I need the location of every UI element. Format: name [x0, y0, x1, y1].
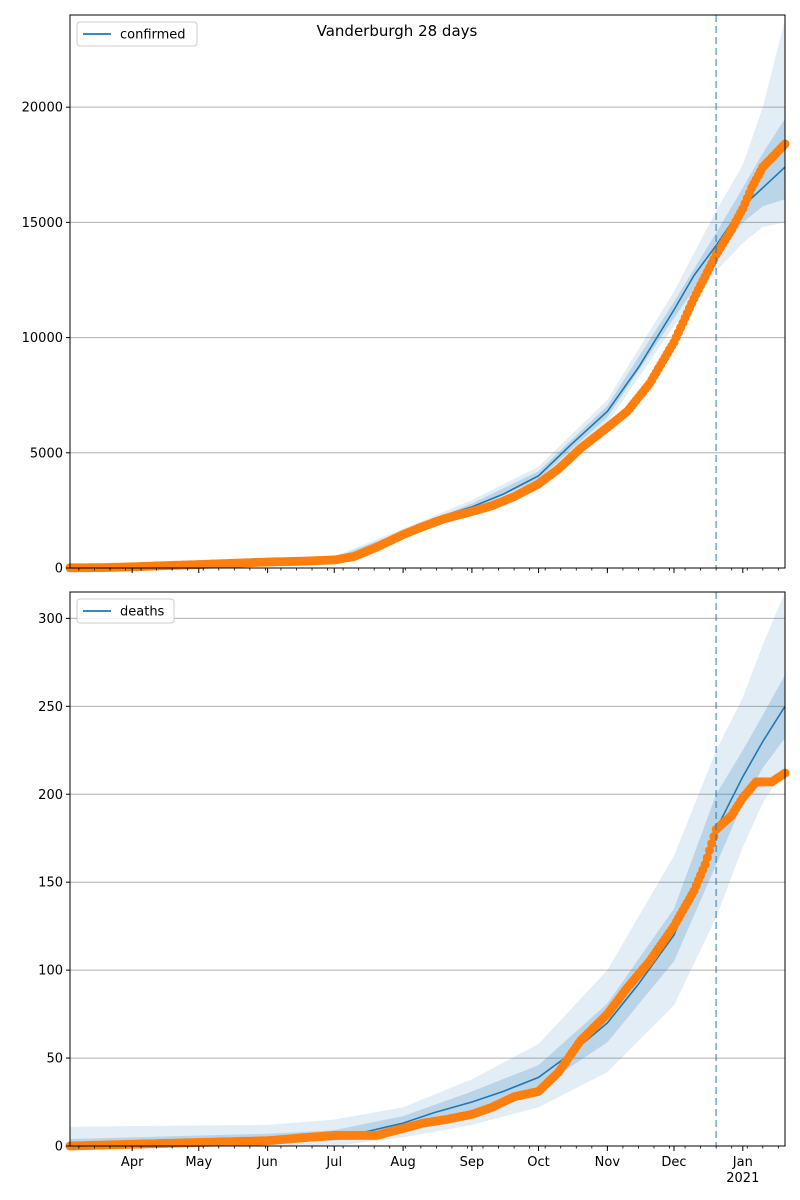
x-tick-label: Jun — [256, 1155, 277, 1170]
y-tick-label: 300 — [38, 612, 63, 627]
y-tick-label: 150 — [38, 876, 63, 891]
y-tick-label: 100 — [38, 964, 63, 979]
legend: confirmed — [76, 21, 198, 47]
y-tick-label: 20000 — [22, 101, 63, 116]
y-tick-label: 15000 — [22, 216, 63, 231]
legend-label: deaths — [120, 605, 165, 620]
x-tick-label: May — [185, 1155, 212, 1170]
plot-frame — [69, 591, 786, 1147]
x-tick-label: Aug — [390, 1155, 415, 1170]
confirmed-panel: 0 5000 10000 15000 20000 confirmed — [22, 14, 790, 577]
legend-box — [76, 598, 175, 624]
observed-points — [65, 768, 790, 1151]
legend: deaths — [76, 598, 175, 624]
y-tick-label: 50 — [46, 1052, 63, 1067]
deaths-panel: 0 50 100 150 200 250 300 Apr May Jun Jul Aug Sep Oct N… — [38, 591, 790, 1186]
plot-frame — [69, 14, 786, 569]
observed-point — [700, 860, 710, 870]
y-tick-label: 0 — [55, 562, 63, 577]
confidence-band — [70, 592, 785, 1146]
y-tick-label: 200 — [38, 788, 63, 803]
legend-box — [76, 21, 198, 47]
x-tick-label: Apr — [121, 1155, 144, 1170]
x-tick-label: Dec — [661, 1155, 686, 1170]
y-tick-label: 5000 — [30, 446, 63, 461]
x-tick-label: Oct — [527, 1155, 549, 1170]
observed-point — [707, 839, 717, 848]
x-tick-year-label: 2021 — [726, 1171, 759, 1186]
x-tick-label: Jul — [325, 1155, 342, 1170]
chart-title: Vanderburgh 28 days — [317, 22, 478, 40]
legend-label: confirmed — [120, 28, 186, 43]
observed-point — [702, 853, 712, 863]
x-tick-label: Jan — [732, 1155, 753, 1170]
y-tick-label: 10000 — [22, 331, 63, 346]
confidence-band — [70, 674, 785, 1146]
observed-point — [705, 846, 714, 855]
observed-points — [65, 139, 790, 573]
x-tick-label: Nov — [595, 1155, 621, 1170]
y-tick-label: 250 — [38, 700, 63, 715]
y-tick-label: 0 — [55, 1140, 63, 1155]
x-tick-label: Sep — [460, 1155, 485, 1170]
